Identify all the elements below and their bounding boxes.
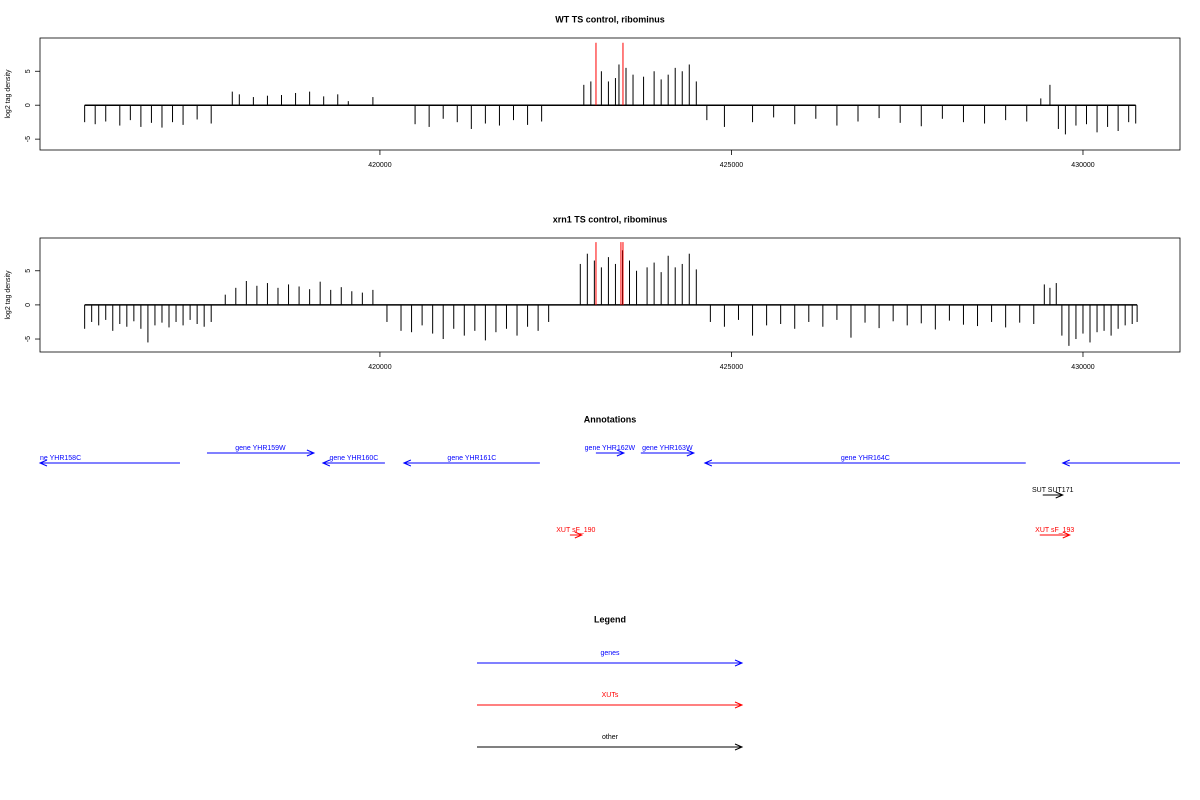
feature-label: gene YHR160C	[329, 455, 378, 462]
y-axis-label: log2 tag density	[5, 270, 12, 320]
chart-title: xrn1 TS control, ribominus	[553, 214, 668, 224]
feature-label: gene YHR161C	[447, 455, 496, 462]
feature-label: ne YHR158C	[40, 455, 81, 462]
legend-label: XUTs	[602, 692, 619, 699]
y-tick-label: -5	[25, 336, 32, 342]
y-tick-label: 0	[25, 103, 32, 107]
feature-label: XUT sF_190	[556, 527, 595, 534]
y-tick-label: 0	[25, 303, 32, 307]
feature-label: XUT sF_193	[1035, 527, 1074, 534]
annotations-title: Annotations	[584, 414, 637, 424]
feature-arrow-head	[306, 449, 316, 457]
feature-label: gene YHR162W	[585, 445, 636, 452]
feature-arrow-head	[1062, 531, 1072, 539]
legend-arrow-head	[734, 659, 744, 667]
feature-arrow-head	[38, 459, 48, 467]
plot-frame	[39, 37, 1181, 151]
legend-label: genes	[600, 650, 620, 657]
y-tick-label: 5	[25, 69, 32, 73]
legend-arrow-head	[734, 743, 744, 751]
feature-arrow-head	[686, 449, 696, 457]
feature-label: gene YHR159W	[235, 445, 286, 452]
feature-arrow-head	[574, 531, 584, 539]
chart-title: WT TS control, ribominus	[555, 14, 665, 24]
x-tick-label: 420000	[368, 364, 391, 371]
x-tick-label: 430000	[1071, 364, 1094, 371]
y-tick-label: -5	[25, 136, 32, 142]
y-tick-label: 5	[25, 269, 32, 273]
feature-label: gene YHR164C	[841, 455, 890, 462]
legend-label: other	[602, 734, 619, 741]
legend-title: Legend	[594, 614, 626, 624]
plot-frame	[39, 237, 1181, 353]
y-axis-label: log2 tag density	[5, 69, 12, 119]
feature-arrow-head	[1061, 459, 1070, 467]
legend-arrow-head	[734, 701, 744, 709]
x-tick-label: 430000	[1071, 162, 1094, 169]
feature-arrow-head	[616, 449, 626, 457]
x-tick-label: 425000	[720, 162, 743, 169]
feature-label: SUT SUT171	[1032, 487, 1074, 494]
feature-arrow-head	[321, 459, 331, 467]
feature-arrow-head	[402, 459, 412, 467]
feature-arrow-head	[703, 459, 713, 467]
feature-label: gene YHR163W	[642, 445, 693, 452]
feature-arrow-head	[1055, 491, 1064, 499]
x-tick-label: 425000	[720, 364, 743, 371]
x-tick-label: 420000	[368, 162, 391, 169]
